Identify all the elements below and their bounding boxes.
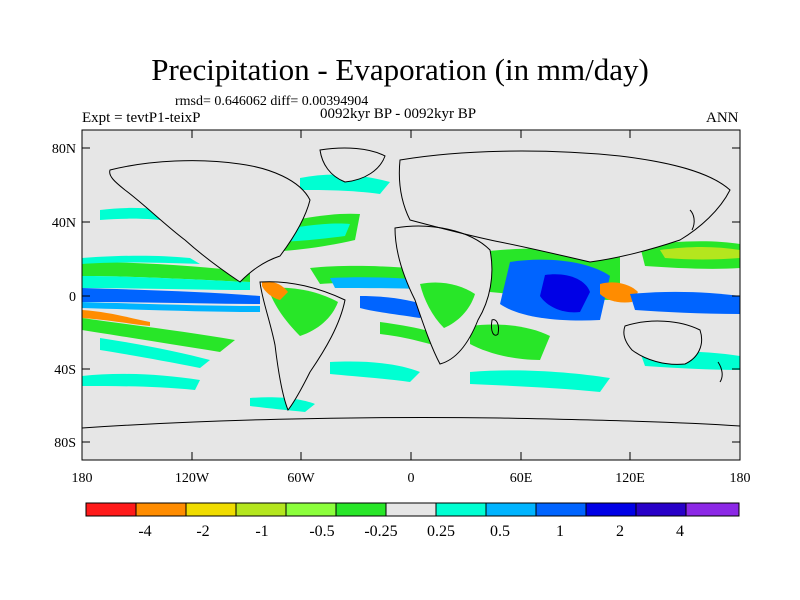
colorbar-swatch-12 xyxy=(635,502,687,517)
experiment-label: Expt = tevtP1-teixP xyxy=(82,110,201,126)
lon-label-0: 0 xyxy=(408,471,415,486)
lon-label-60w: 60W xyxy=(287,471,315,486)
colorbar-label-1: -4 xyxy=(138,523,151,540)
land-australia xyxy=(623,321,702,365)
coast-antarctica xyxy=(82,416,740,429)
field-band-spac-cyan xyxy=(82,302,260,312)
lat-label-40n: 40N xyxy=(52,216,76,231)
field-maritime-orange xyxy=(600,282,638,303)
colorbar-swatch-1 xyxy=(85,502,137,517)
coast-north-america xyxy=(109,160,311,283)
colorbar-swatch-8 xyxy=(435,502,487,517)
colorbar-label-2: -2 xyxy=(196,523,209,540)
field-amazon-green xyxy=(268,287,338,336)
colorbar-label-10: 4 xyxy=(676,523,684,540)
colorbar-swatch-11 xyxy=(585,502,637,517)
coast-africa xyxy=(394,225,493,365)
field-band-npac-mid xyxy=(82,255,200,264)
colorbar-swatch-13 xyxy=(685,502,740,517)
coast-japan xyxy=(689,209,695,231)
lat-label-80s: 80S xyxy=(54,436,76,451)
colorbar-label-8: 1 xyxy=(556,523,564,540)
lon-label-60e: 60E xyxy=(510,471,533,486)
coast-nz xyxy=(717,361,723,383)
colorbar-label-9: 2 xyxy=(616,523,624,540)
axis-ticks xyxy=(81,130,741,460)
colorbar-label-3: -1 xyxy=(255,523,268,540)
field-io-deep xyxy=(540,274,590,313)
lat-label-40s: 40S xyxy=(54,363,76,378)
colorbar-swatch-2 xyxy=(135,502,187,517)
colorbar-swatch-3 xyxy=(185,502,237,517)
field-band-eq-blue xyxy=(82,288,260,304)
field-band-spac-green xyxy=(82,318,235,352)
colorbar-swatch-5 xyxy=(285,502,337,517)
coastlines xyxy=(82,147,740,429)
field-band-spac-cyan2 xyxy=(100,338,210,368)
lat-label-80n: 80N xyxy=(52,142,76,157)
land-greenland xyxy=(320,148,385,182)
field-satl-blue xyxy=(360,296,430,318)
colorbar-swatch-4 xyxy=(235,502,287,517)
lat-label-0: 0 xyxy=(69,290,76,305)
field-band-npac-cyan xyxy=(82,276,250,290)
field-so-cyan-3 xyxy=(470,370,610,392)
coast-south-america xyxy=(259,281,346,411)
lon-label-120e: 120E xyxy=(615,471,645,486)
season-label: ANN xyxy=(706,110,739,126)
colorbar xyxy=(85,502,740,517)
colorbar-label-5: -0.25 xyxy=(364,523,397,540)
colorbar-swatch-10 xyxy=(535,502,587,517)
coast-madagascar xyxy=(491,319,499,336)
coast-eurasia xyxy=(398,150,731,263)
colorbar-label-4: -0.5 xyxy=(309,523,334,540)
colorbar-label-6: 0.25 xyxy=(427,523,455,540)
field-congo-green xyxy=(420,282,475,328)
field-so-cyan-5 xyxy=(250,397,315,412)
map-panel xyxy=(82,130,740,460)
field-band-spac-orange xyxy=(82,310,150,326)
field-so-cyan-2 xyxy=(330,361,420,382)
lon-label-120w: 120W xyxy=(175,471,210,486)
lon-label-180w: 180 xyxy=(72,471,93,486)
colorbar-swatch-9 xyxy=(485,502,537,517)
field-so-cyan-1 xyxy=(82,373,200,390)
field-band-npac-green xyxy=(82,262,250,282)
land-antarctica xyxy=(82,417,740,460)
colorbar-labels: -4 -2 -1 -0.5 -0.25 0.25 0.5 1 2 4 xyxy=(138,523,684,540)
field-amazon-orange xyxy=(262,281,288,300)
land-north-america xyxy=(109,160,310,282)
colorbar-label-7: 0.5 xyxy=(490,523,510,540)
field-wpac-yellow xyxy=(660,247,740,260)
map-title: Precipitation - Evaporation (in mm/day) xyxy=(151,52,649,87)
colorbar-swatch-7 xyxy=(385,502,437,517)
lon-label-180e: 180 xyxy=(730,471,751,486)
land-eurasia xyxy=(399,151,730,262)
field-wpac-blue xyxy=(630,291,740,314)
field-arctic-cyan xyxy=(300,174,390,194)
coast-australia xyxy=(623,320,703,365)
coast-greenland xyxy=(319,147,386,183)
period-label: 0092kyr BP - 0092kyr BP xyxy=(320,106,477,122)
field-io-south-green xyxy=(470,324,550,360)
colorbar-swatch-6 xyxy=(335,502,387,517)
stats-readout: rmsd= 0.646062 diff= 0.00394904 xyxy=(175,94,369,109)
